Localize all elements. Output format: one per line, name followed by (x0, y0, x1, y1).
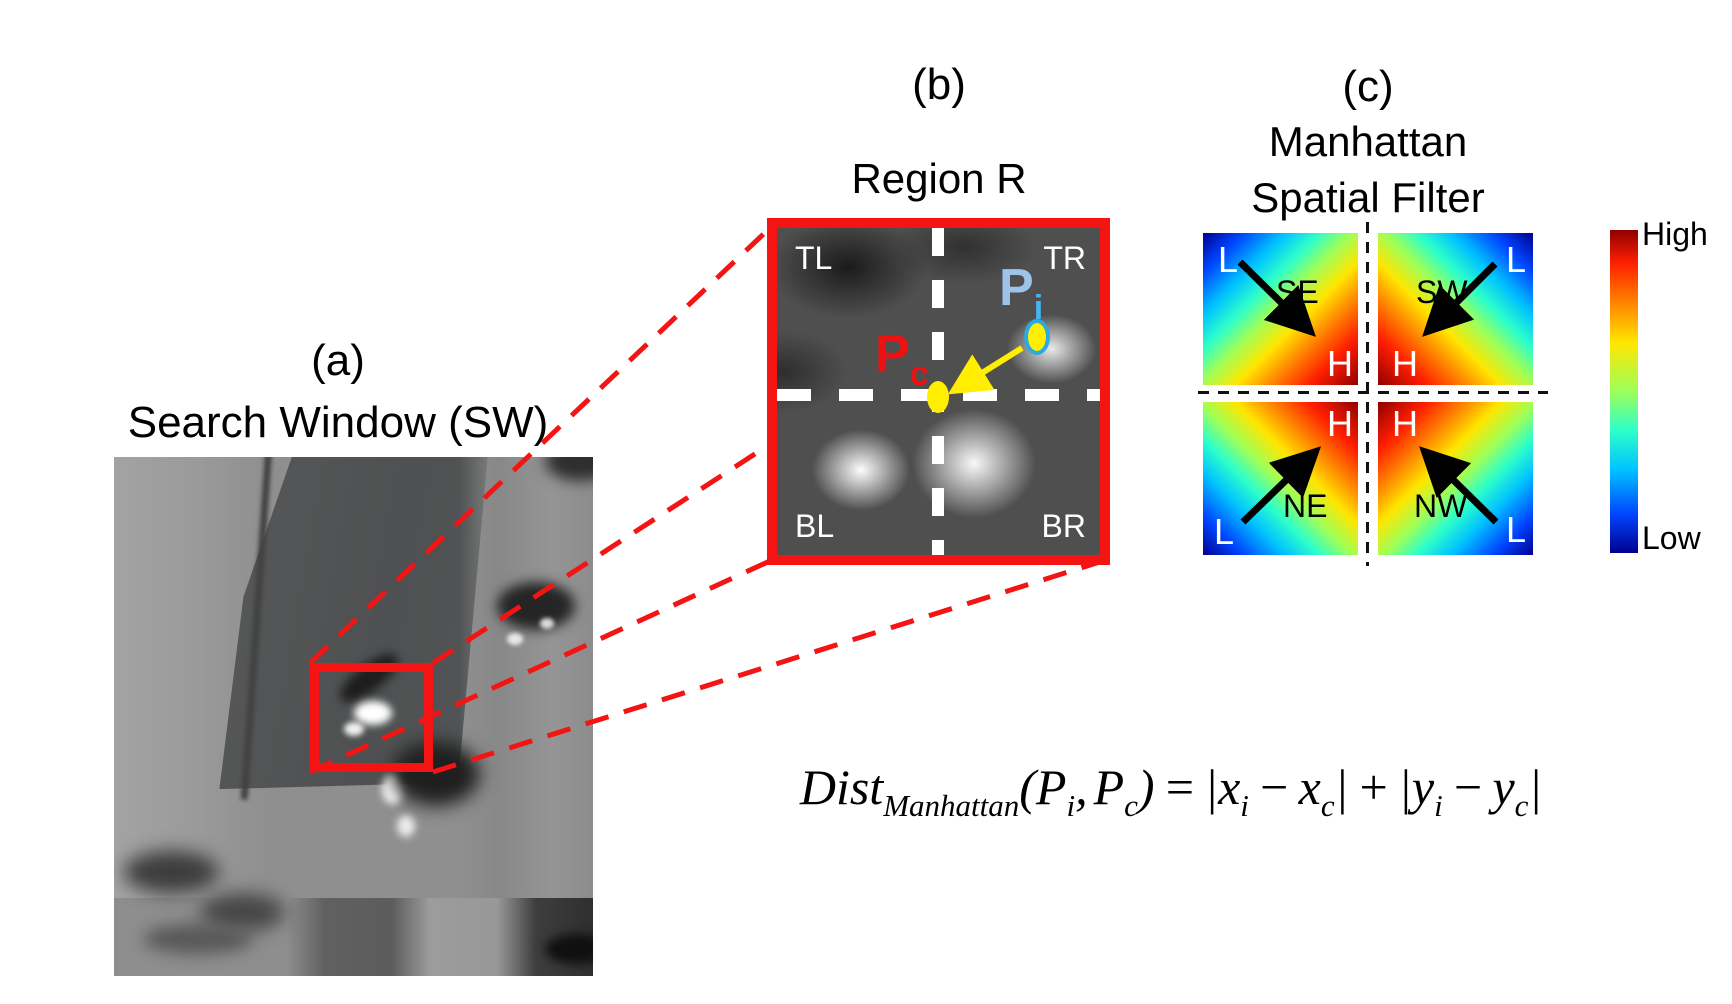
panel-c-title-line2: Spatial Filter (1251, 174, 1485, 221)
quadrant-nw-direction-label: NW (1414, 488, 1468, 524)
point-c-base: P (875, 325, 910, 383)
formula-y1: y (1411, 759, 1435, 815)
quadrant-sw-high-label: H (1392, 343, 1418, 384)
quadrant-nw-high-label: H (1392, 403, 1418, 444)
aerial-trees-bl-3 (142, 924, 253, 955)
formula-p2: P (1093, 759, 1125, 815)
formula-minus2: − (1450, 759, 1485, 815)
panel-a-label: (a) (311, 336, 365, 385)
point-i-marker (1024, 319, 1050, 355)
search-window-roi-box (310, 663, 433, 772)
formula-equals: = (1162, 759, 1197, 815)
quadrant-se-direction-label: SE (1276, 274, 1319, 310)
colorbar-low-label: Low (1642, 520, 1701, 556)
region-corner-tr: TR (1043, 240, 1086, 276)
formula-comma: , (1075, 759, 1088, 815)
panel-c-title-line1: Manhattan (1268, 118, 1468, 165)
point-i-label: Pi (999, 262, 1043, 325)
colorbar-high-label: High (1642, 216, 1708, 252)
quadrant-ne-high-label: H (1327, 403, 1353, 444)
quadrant-ne-low-label: L (1214, 511, 1235, 552)
formula-func: Dist (799, 759, 884, 815)
panel-a-title: Search Window (SW) (127, 398, 549, 447)
formula-y1-sub: i (1434, 788, 1443, 823)
panel-c-label: (c) (1342, 62, 1394, 111)
region-corner-bl: BL (795, 508, 835, 544)
formula-abs2-close: | (1528, 759, 1543, 815)
panel-b-title: Region R (851, 155, 1027, 202)
search-window-image (114, 457, 593, 976)
colorbar (1610, 230, 1638, 553)
point-c-label: Pc (875, 328, 929, 391)
formula-minus1: − (1256, 759, 1291, 815)
aerial-dark-vehicle-right (497, 581, 576, 630)
formula-abs1-close: | (1334, 759, 1349, 815)
quadrant-horizontal-separator (1198, 391, 1548, 394)
formula-lparen: ( (1019, 759, 1036, 815)
formula-abs2-open: | (1398, 759, 1412, 815)
formula-x2: x (1298, 759, 1321, 815)
point-c-marker (927, 381, 949, 413)
quadrant-se-high-label: H (1327, 343, 1353, 384)
quadrant-sw-direction-label: SW (1416, 274, 1468, 310)
formula-x2-sub: c (1320, 788, 1335, 823)
point-i-base: P (999, 259, 1034, 317)
formula-abs1-open: | (1204, 759, 1219, 815)
aerial-white-blob-lower-2 (396, 815, 415, 838)
region-r-box: TL TR BL BR Pi Pc (767, 218, 1110, 565)
region-corner-tl: TL (795, 240, 833, 276)
quadrant-ne-direction-label: NE (1283, 488, 1328, 524)
point-c-sub: c (909, 355, 929, 393)
quadrant-nw-low-label: L (1506, 509, 1527, 550)
formula-y2: y (1492, 759, 1515, 815)
panel-b-label: (b) (912, 60, 966, 109)
quadrant-vertical-separator (1366, 222, 1369, 566)
formula-x1-sub: i (1240, 788, 1249, 823)
quadrant-sw-low-label: L (1506, 239, 1527, 280)
formula-p1: P (1035, 759, 1067, 815)
formula-y2-sub: c (1514, 788, 1529, 823)
aerial-trees-bl-1 (123, 851, 219, 894)
formula-plus: + (1356, 759, 1391, 815)
formula-func-sub: Manhattan (883, 788, 1020, 823)
formula-p2-sub: c (1124, 788, 1138, 823)
manhattan-distance-formula: DistManhattan(Pi, Pc) = |xi − xc| + |yi − yc| (610, 758, 1732, 824)
region-r-image: TL TR BL BR Pi Pc (777, 228, 1100, 555)
formula-x1: x (1218, 759, 1241, 815)
formula-p1-sub: i (1066, 788, 1076, 823)
region-corner-br: BR (1041, 508, 1086, 544)
quadrant-se-low-label: L (1218, 239, 1239, 280)
formula-rparen: ) (1137, 759, 1155, 815)
